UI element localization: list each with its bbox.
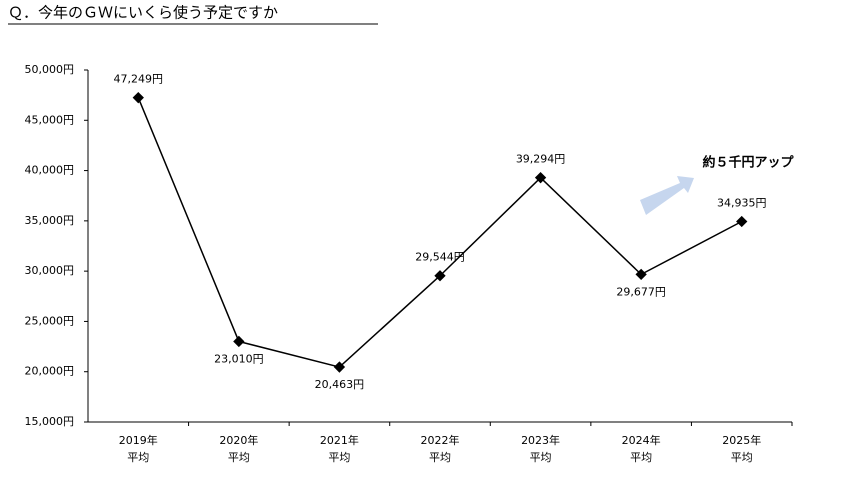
data-label: 39,294円 [516,153,566,166]
y-tick-label: 45,000円 [25,113,75,126]
marker [736,215,748,228]
data-label: 34,935円 [717,197,767,210]
annotation: 約５千円アップ [702,155,794,171]
data-label: 29,544円 [415,251,465,264]
data-label: 23,010円 [214,352,264,365]
data-label: 47,249円 [114,73,164,86]
data-label: 29,677円 [616,285,666,298]
x-tick-label: 2025年 平均 [722,434,762,464]
x-tick-label: 2020年 平均 [219,434,259,464]
x-tick-label: 2024年 平均 [621,434,661,464]
marker [132,92,144,104]
y-tick-label: 30,000円 [25,264,75,277]
marker [635,268,647,281]
y-tick-label: 20,000円 [25,365,75,378]
y-tick-label: 35,000円 [25,214,75,227]
marker [534,172,547,184]
annotation-arrow [640,176,694,215]
y-tick-label: 50,000円 [25,63,75,76]
y-tick-label: 15,000円 [25,415,75,428]
chart-title: Ｑ．今年のＧＷにいくら使う予定ですか [8,4,278,22]
x-tick-label: 2022年 平均 [420,434,460,464]
x-tick-label: 2023年 平均 [521,434,561,464]
data-label: 20,463円 [315,378,365,391]
marker [333,361,346,373]
marker [434,270,446,282]
x-tick-label: 2019年 平均 [118,434,158,464]
marker [233,335,245,348]
y-tick-label: 25,000円 [25,314,75,327]
line [137,97,743,368]
y-tick-label: 40,000円 [25,164,75,177]
x-tick-label: 2021年 平均 [319,434,359,464]
